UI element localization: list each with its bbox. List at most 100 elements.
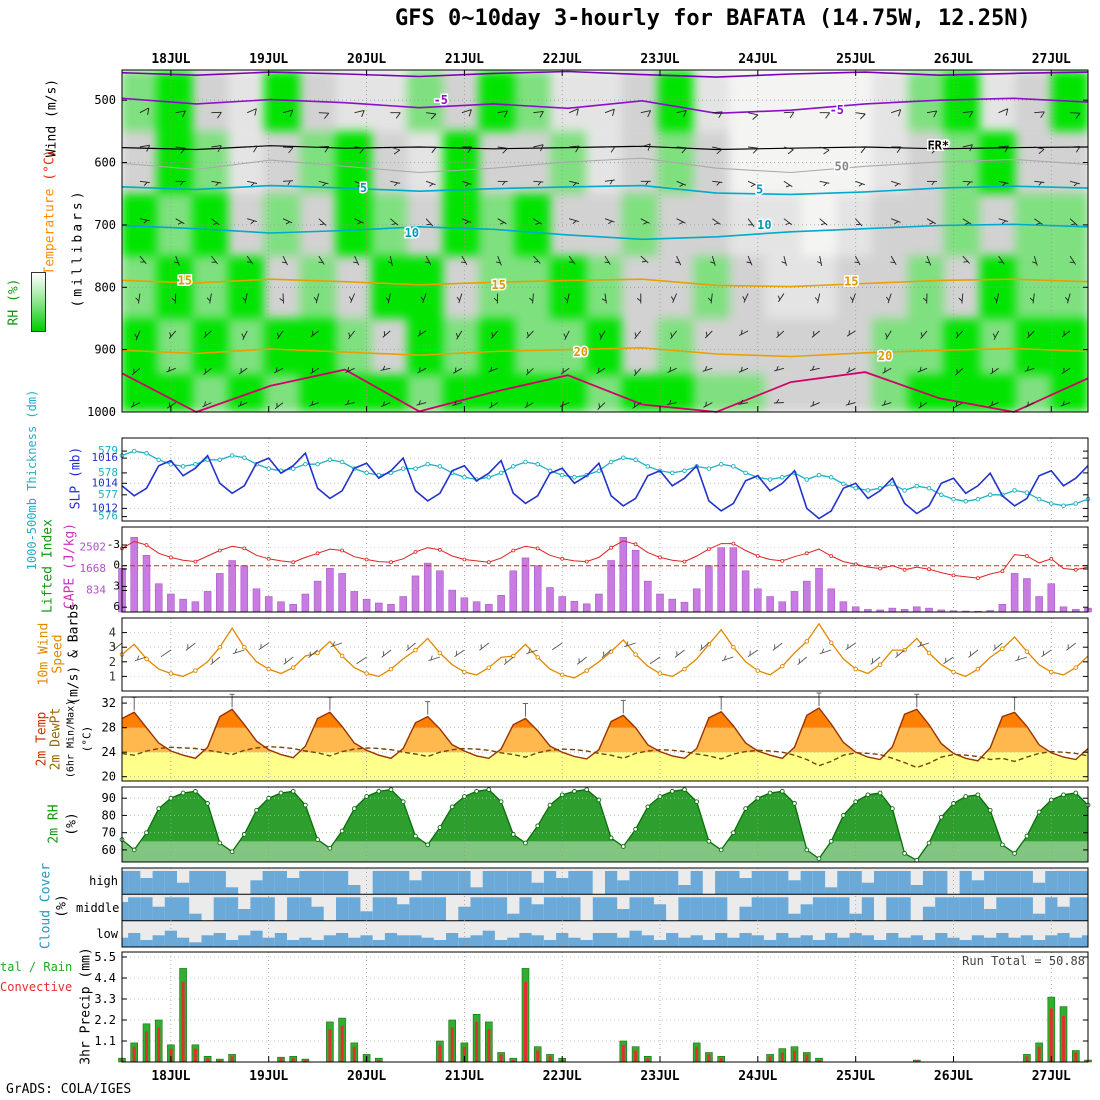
svg-text:18JUL: 18JUL	[151, 1069, 190, 1084]
svg-text:19JUL: 19JUL	[249, 1069, 288, 1084]
wind-axis-label-text: Wind (m/s)	[44, 78, 60, 158]
dewpt2m-axis-label: 2m DewPt	[48, 707, 64, 771]
svg-text:20: 20	[878, 349, 892, 363]
svg-text:1016: 1016	[92, 451, 119, 464]
svg-text:3: 3	[113, 579, 120, 592]
svg-text:1000: 1000	[87, 405, 116, 419]
svg-text:700: 700	[94, 218, 116, 232]
svg-text:25JUL: 25JUL	[836, 1069, 875, 1084]
svg-text:500: 500	[94, 93, 116, 107]
cloud-row-middle-label: middle	[76, 901, 120, 915]
svg-text:577: 577	[98, 488, 118, 501]
svg-text:2502: 2502	[80, 541, 107, 554]
svg-text:2: 2	[109, 655, 116, 669]
cloud-row-high-label: high	[89, 874, 118, 888]
temperature-unit-text: (°C)	[42, 149, 58, 181]
svg-text:10: 10	[405, 226, 419, 240]
svg-text:23JUL: 23JUL	[640, 52, 679, 67]
svg-text:0: 0	[113, 559, 120, 572]
minmax-axis-label: (6hr Min/Max)	[65, 699, 77, 779]
svg-text:2.2: 2.2	[94, 1013, 116, 1027]
precip-axis-label: 3hr Precip (mm)	[78, 947, 94, 1065]
temp2m-axis-label: 2m Temp	[34, 711, 50, 767]
precip-convective-legend: Convective	[0, 980, 73, 994]
svg-text:19JUL: 19JUL	[249, 52, 288, 67]
precip-total-legend: tal / Rain	[0, 960, 73, 974]
svg-text:27JUL: 27JUL	[1032, 52, 1071, 67]
rh2m-axis-label: 2m RH	[46, 804, 62, 844]
wind10m-axis-label-2: Speed	[50, 634, 66, 674]
svg-text:579: 579	[98, 444, 118, 457]
cape-axis-label: CAPE (J/kg)	[62, 522, 78, 610]
svg-text:15: 15	[844, 275, 858, 289]
svg-text:20: 20	[574, 345, 588, 359]
svg-text:15: 15	[491, 278, 505, 292]
svg-text:70: 70	[102, 826, 116, 840]
temp2m-unit-label: (°C)	[80, 725, 94, 753]
svg-text:6: 6	[113, 600, 120, 613]
svg-text:18JUL: 18JUL	[151, 52, 190, 67]
svg-text:15: 15	[178, 273, 192, 287]
svg-text:23JUL: 23JUL	[640, 1069, 679, 1084]
svg-text:22JUL: 22JUL	[543, 52, 582, 67]
chart-title: GFS 0~10day 3-hourly for BAFATA (14.75W,…	[395, 6, 1031, 31]
svg-text:1668: 1668	[80, 562, 107, 575]
rh-legend-label: RH (%)	[6, 278, 22, 326]
svg-text:1: 1	[109, 669, 116, 683]
svg-text:1.1: 1.1	[94, 1034, 116, 1048]
svg-text:20: 20	[102, 770, 116, 784]
svg-text:578: 578	[98, 466, 118, 479]
svg-text:3.3: 3.3	[94, 992, 116, 1006]
cloud-row-low-label: low	[96, 927, 118, 941]
svg-text:5: 5	[360, 181, 367, 195]
cloud-cover-axis-label: Cloud Cover	[38, 862, 54, 950]
svg-text:26JUL: 26JUL	[934, 52, 973, 67]
svg-text:4: 4	[109, 626, 116, 640]
temperature-label-text: Temperature	[42, 188, 58, 275]
svg-text:24JUL: 24JUL	[738, 1069, 777, 1084]
wind-axis-label: Wind (m/s)	[45, 79, 60, 157]
lifted-index-axis-label: Lifted Index	[40, 519, 56, 613]
svg-text:27JUL: 27JUL	[1032, 1069, 1071, 1084]
rh-colorbar	[31, 272, 46, 332]
svg-text:4.4: 4.4	[94, 971, 116, 985]
svg-text:21JUL: 21JUL	[445, 1069, 484, 1084]
svg-text:22JUL: 22JUL	[543, 1069, 582, 1084]
svg-text:576: 576	[98, 510, 118, 523]
svg-text:20JUL: 20JUL	[347, 52, 386, 67]
wind10m-axis-label-3: (m/s) & Barbs	[66, 603, 82, 705]
svg-text:24: 24	[102, 745, 116, 759]
svg-text:FR*: FR*	[927, 139, 949, 153]
svg-text:900: 900	[94, 343, 116, 357]
cloud-cover-unit-label: (%)	[54, 894, 70, 918]
svg-text:5.5: 5.5	[94, 950, 116, 964]
svg-text:1014: 1014	[92, 476, 119, 489]
svg-text:10: 10	[757, 218, 771, 232]
svg-text:26JUL: 26JUL	[934, 1069, 973, 1084]
svg-text:21JUL: 21JUL	[445, 52, 484, 67]
svg-text:600: 600	[94, 156, 116, 170]
svg-text:834: 834	[86, 584, 106, 597]
svg-text:-5: -5	[830, 103, 844, 117]
svg-text:-3: -3	[107, 538, 120, 551]
svg-text:90: 90	[102, 791, 116, 805]
svg-text:28: 28	[102, 721, 116, 735]
rh2m-unit-label: (%)	[64, 812, 80, 836]
slp-axis-label: SLP (mb)	[68, 446, 84, 510]
svg-text:20JUL: 20JUL	[347, 1069, 386, 1084]
svg-text:800: 800	[94, 280, 116, 294]
svg-text:24JUL: 24JUL	[738, 52, 777, 67]
run-total-label: Run Total = 50.88	[962, 954, 1085, 968]
svg-text:80: 80	[102, 808, 116, 822]
svg-text:-5: -5	[434, 93, 448, 107]
svg-text:32: 32	[102, 696, 116, 710]
temperature-axis-label: Temperature (°C)	[43, 149, 58, 274]
svg-text:5: 5	[756, 182, 763, 196]
millibars-axis-label: (millibars)	[70, 188, 86, 308]
thickness-axis-label: 1000-500mb Thickness (dm)	[25, 389, 39, 571]
grads-credit: GrADS: COLA/IGES	[6, 1082, 132, 1097]
svg-text:1012: 1012	[92, 501, 119, 514]
svg-text:50: 50	[834, 159, 848, 173]
